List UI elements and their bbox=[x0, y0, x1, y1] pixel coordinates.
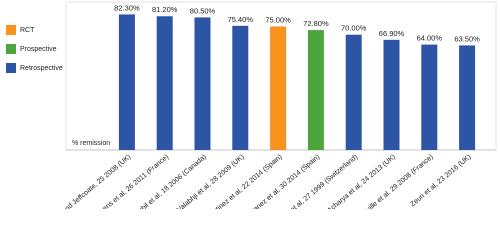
bar bbox=[194, 17, 211, 151]
legend-label: Prospective bbox=[20, 46, 57, 53]
bar bbox=[459, 45, 476, 150]
legend-swatch bbox=[6, 25, 16, 35]
value-label: 66.90% bbox=[379, 29, 405, 38]
chart: % remission RCT Prospective Retrospective 8… bbox=[6, 1, 497, 209]
value-label: 82.30% bbox=[114, 3, 140, 12]
value-label: 64.00% bbox=[417, 34, 443, 43]
legend-swatch bbox=[6, 63, 16, 73]
bar bbox=[421, 44, 438, 150]
y-axis-label: % remission bbox=[72, 140, 110, 147]
x-tick-label: Zeun et al, 23 2016 (UK) bbox=[409, 154, 472, 209]
x-tick-label: Acharya et al, 24 2013 (UK) bbox=[326, 154, 397, 209]
bar bbox=[307, 30, 324, 151]
value-label: 63.50% bbox=[454, 34, 480, 43]
value-label: 70.00% bbox=[341, 24, 367, 33]
bar bbox=[345, 34, 362, 150]
bar bbox=[383, 39, 400, 150]
value-label: 81.20% bbox=[152, 5, 178, 14]
value-label: 75.00% bbox=[265, 15, 291, 24]
bar bbox=[232, 25, 249, 150]
value-label: 75.40% bbox=[228, 15, 254, 24]
x-tick-label: Valabhji et al, 28 2009 (UK) bbox=[176, 154, 246, 209]
legend-label: Retrospective bbox=[20, 65, 63, 72]
legend-swatch bbox=[6, 44, 16, 54]
legend-label: RCT bbox=[20, 27, 35, 34]
value-label: 72.80% bbox=[303, 19, 329, 28]
bar bbox=[156, 16, 173, 151]
value-label: 80.50% bbox=[190, 6, 216, 15]
x-tick-label: Embil et al, 18 2006 (Canada) bbox=[132, 154, 208, 209]
bar bbox=[118, 14, 135, 151]
page: {"chart_data": {"type": "bar", "y_label"… bbox=[6, 1, 497, 209]
bar bbox=[270, 26, 287, 150]
